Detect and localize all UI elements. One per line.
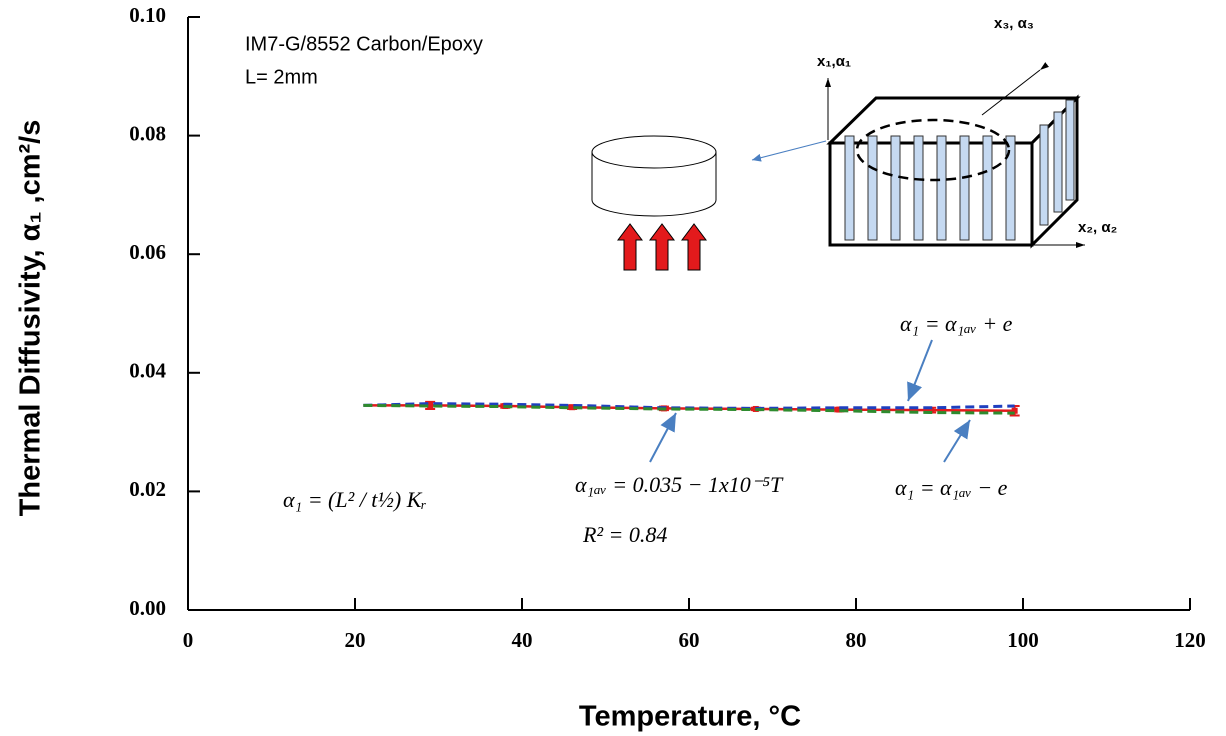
data-point [928,407,935,414]
x-tick-label: 60 [679,628,700,652]
data-point [836,406,843,413]
annotation: α₁ = α₁ₐᵥ − e [895,475,1008,500]
data-point [427,402,434,409]
x-axis-title: Temperature, °C [579,701,801,733]
annotation: α₁ = (L² / t½) Kᵣ [283,487,427,512]
annotation: α₁ = α₁ₐᵥ + e [900,311,1013,336]
annotation: R² = 0.84 [582,522,667,547]
y-axis-title: Thermal Diffusivity, α₁ ,cm²/s [15,120,47,517]
x-tick-label: 100 [1007,628,1039,652]
annotation: L= 2mm [245,66,318,88]
data-point [569,404,576,411]
annotation: IM7-G/8552 Carbon/Epoxy [245,33,483,55]
annotation: x₂, α₂ [1078,219,1117,236]
x-tick-label: 40 [512,628,533,652]
annotation: x₁,α₁ [817,53,851,70]
x-tick-label: 80 [846,628,867,652]
data-point [1011,407,1018,414]
series-line [363,403,1015,415]
specimen-diagram [591,62,1085,463]
y-tick-label: 0.04 [129,359,166,383]
x-tick-label: 0 [183,628,194,652]
x-tick-label: 20 [345,628,366,652]
y-tick-label: 0.08 [129,121,166,145]
y-tick-label: 0.10 [129,3,166,27]
x-tick-label: 120 [1174,628,1206,652]
y-tick-label: 0.06 [129,240,166,264]
y-tick-label: 0.02 [129,477,166,501]
annotation: x₃, α₃ [994,15,1034,32]
y-tick-label: 0.00 [129,596,166,620]
annotation: α₁ₐᵥ = 0.035 − 1x10⁻⁵T [575,472,784,497]
